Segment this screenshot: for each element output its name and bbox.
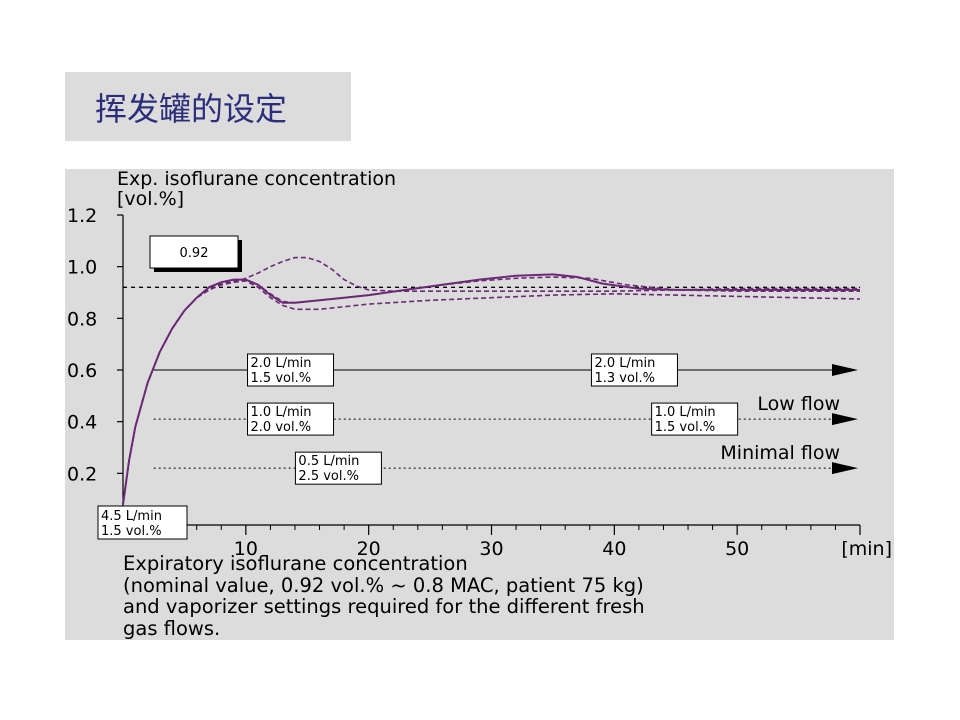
chart-caption: Expiratory isoflurane concentration (nom… xyxy=(123,553,888,639)
chart-panel: Exp. isoflurane concentration [vol.%] 0.2 0… xyxy=(65,169,894,640)
x-axis-label: [min] xyxy=(841,538,892,560)
caption-line: (nominal value, 0.92 vol.% ~ 0.8 MAC, pa… xyxy=(123,573,644,597)
setting-box-label: 1.5 vol.% xyxy=(655,420,716,435)
caption-line: gas flows. xyxy=(123,616,221,640)
caption-line: Expiratory isoflurane concentration xyxy=(123,552,468,575)
setting-box-label: 0.5 L/min xyxy=(298,454,359,469)
setting-box-label: 2.0 L/min xyxy=(251,356,312,371)
y-tick-label: 1.2 xyxy=(67,205,97,227)
flow-arrow-0 xyxy=(832,364,858,376)
x-tick-label: 30 xyxy=(479,538,503,560)
y-axis-label: [vol.%] xyxy=(117,188,184,210)
flow-arrow-1 xyxy=(832,413,858,426)
y-axis-label: Exp. isoflurane concentration xyxy=(117,169,396,190)
concentration-curve-2 xyxy=(122,280,861,505)
caption-line: and vaporizer settings required for the … xyxy=(123,595,645,618)
start-setting-label: 4.5 L/min xyxy=(101,509,162,524)
x-tick-label: 50 xyxy=(725,538,749,560)
setting-box xyxy=(590,353,678,387)
isoflurane-chart: Exp. isoflurane concentration[vol.%] 0.2 0… xyxy=(67,169,892,560)
concentration-curve-0 xyxy=(122,273,860,505)
y-tick-label: 0.6 xyxy=(67,360,97,382)
setting-box-label: 1.0 L/min xyxy=(655,405,716,420)
y-tick-label: 1.0 xyxy=(67,257,97,279)
flow-name-label: Low flow xyxy=(757,393,840,415)
setting-box xyxy=(294,451,382,485)
x-tick-label: 10 xyxy=(234,538,258,560)
x-tick-label: 20 xyxy=(357,538,381,560)
y-tick-label: 0.4 xyxy=(67,412,97,434)
setting-box xyxy=(247,402,335,436)
concentration-curve-1 xyxy=(122,256,860,505)
setting-box-label: 1.5 vol.% xyxy=(251,371,312,386)
setting-box-label: 1.3 vol.% xyxy=(594,371,655,386)
slide-title: 挥发罐的设定 xyxy=(65,72,351,141)
flow-name-label: Minimal flow xyxy=(720,442,840,464)
y-tick-label: 0.2 xyxy=(67,463,97,485)
setting-box-label: 2.0 vol.% xyxy=(251,420,312,435)
setting-box-label: 2.5 vol.% xyxy=(298,469,359,484)
setting-box xyxy=(247,353,335,387)
setting-box-label: 1.0 L/min xyxy=(251,405,312,420)
start-setting-box xyxy=(97,505,188,540)
x-tick-label: 40 xyxy=(602,538,626,560)
nominal-label: 0.92 xyxy=(180,246,209,261)
setting-box xyxy=(651,402,739,436)
y-tick-label: 0.8 xyxy=(67,308,97,330)
setting-box-label: 2.0 L/min xyxy=(594,356,655,371)
flow-arrow-2 xyxy=(832,462,858,475)
nominal-box xyxy=(149,235,239,269)
start-setting-label: 1.5 vol.% xyxy=(101,524,162,539)
concentration-curve-3 xyxy=(122,276,860,505)
